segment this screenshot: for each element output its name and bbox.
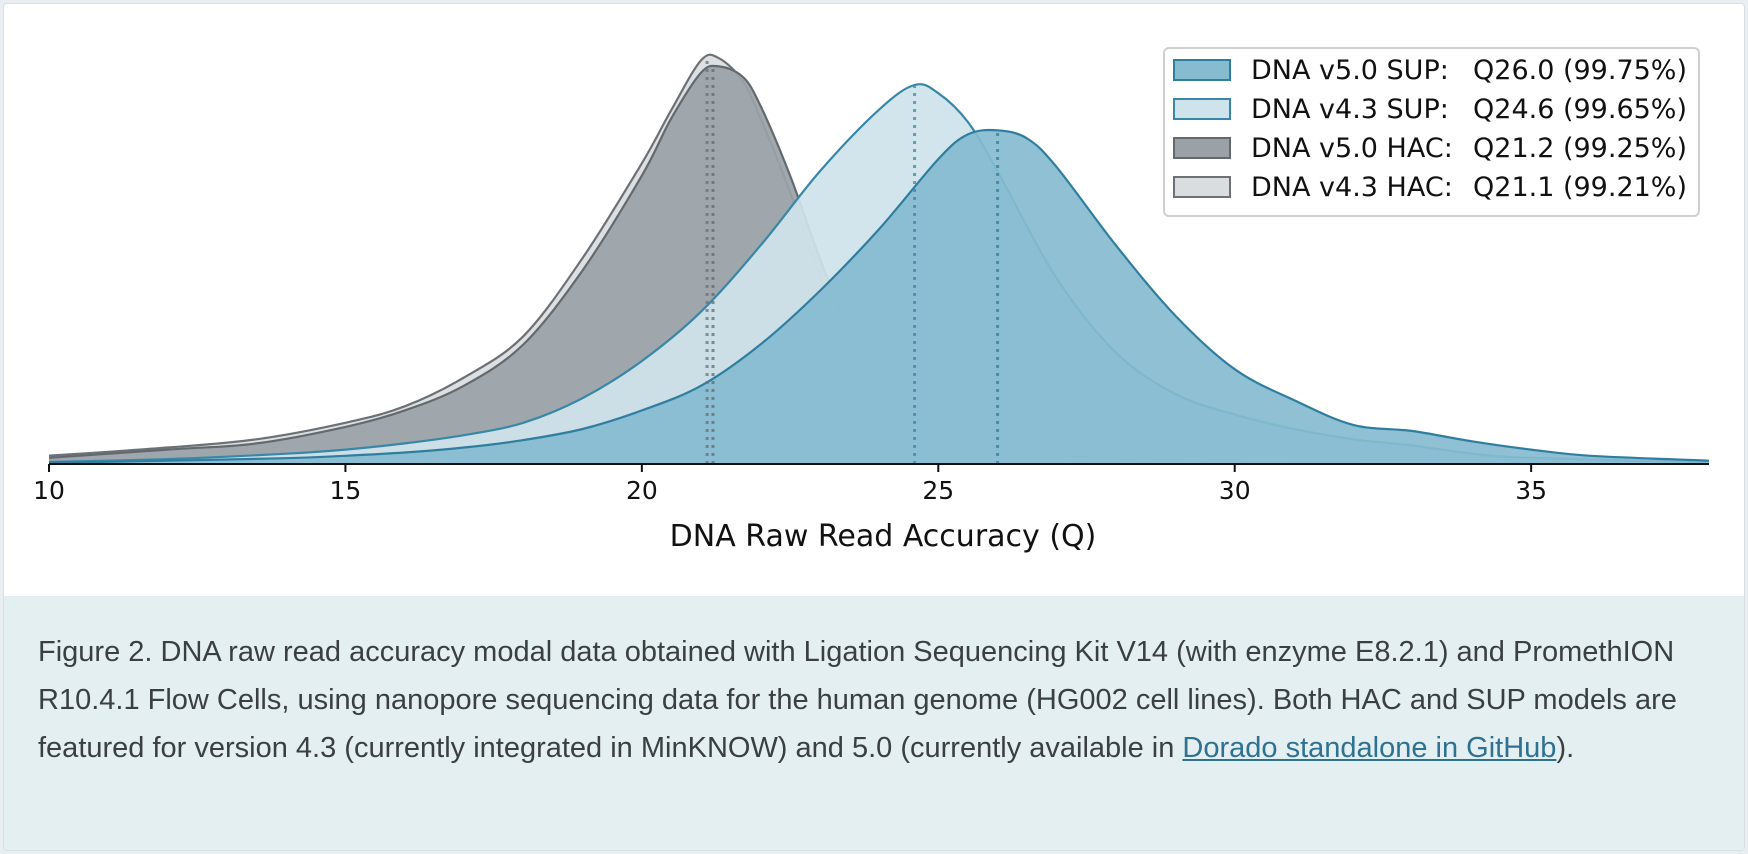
figure-caption: Figure 2. DNA raw read accuracy modal da…: [38, 628, 1708, 772]
density-areas: [48, 53, 1710, 465]
chart-area: 10 15 20 25 30 35 DNA Raw Read Accuracy (Q) D…: [4, 4, 1744, 594]
density-area-3: [49, 129, 1709, 465]
caption-panel: Figure 2. DNA raw read accuracy modal da…: [4, 596, 1744, 850]
legend-name-1: DNA v4.3 SUP:: [1251, 94, 1449, 125]
legend-swatch-1: [1173, 98, 1231, 120]
legend-swatch-2: [1173, 137, 1231, 159]
x-tick-label-3: 25: [922, 476, 954, 505]
x-tick-label-0: 10: [33, 476, 65, 505]
caption-end: ).: [1556, 732, 1575, 764]
legend: DNA v5.0 SUP: Q26.0 (99.75%) DNA v4.3 SUP:…: [1163, 47, 1700, 217]
dorado-github-link[interactable]: Dorado standalone in GitHub: [1182, 732, 1557, 764]
density-curve-3: [48, 128, 1710, 464]
legend-value-0: Q26.0 (99.75%): [1473, 55, 1687, 86]
legend-swatch-0: [1173, 59, 1231, 81]
x-tick-label-4: 30: [1219, 476, 1251, 505]
legend-value-3: Q21.1 (99.21%): [1473, 172, 1687, 203]
x-axis-label: DNA Raw Read Accuracy (Q): [670, 519, 1097, 554]
figure-card: 10 15 20 25 30 35 DNA Raw Read Accuracy (Q) D…: [3, 3, 1745, 851]
x-axis-ticks: 10 15 20 25 30 35: [33, 464, 1547, 505]
accuracy-density-chart: 10 15 20 25 30 35 DNA Raw Read Accuracy (Q) D…: [33, 47, 1710, 554]
legend-frame: [1163, 47, 1700, 217]
legend-name-3: DNA v4.3 HAC:: [1251, 172, 1453, 203]
mode-lines: [705, 59, 1000, 464]
legend-name-2: DNA v5.0 HAC:: [1251, 133, 1453, 164]
x-tick-label-5: 35: [1515, 476, 1547, 505]
x-tick-label-2: 20: [626, 476, 658, 505]
x-tick-label-1: 15: [330, 476, 362, 505]
legend-value-1: Q24.6 (99.65%): [1473, 94, 1687, 125]
caption-body: Figure 2. DNA raw read accuracy modal da…: [38, 636, 1677, 764]
legend-name-0: DNA v5.0 SUP:: [1251, 55, 1449, 86]
legend-value-2: Q21.2 (99.25%): [1473, 133, 1687, 164]
legend-swatch-3: [1173, 176, 1231, 198]
